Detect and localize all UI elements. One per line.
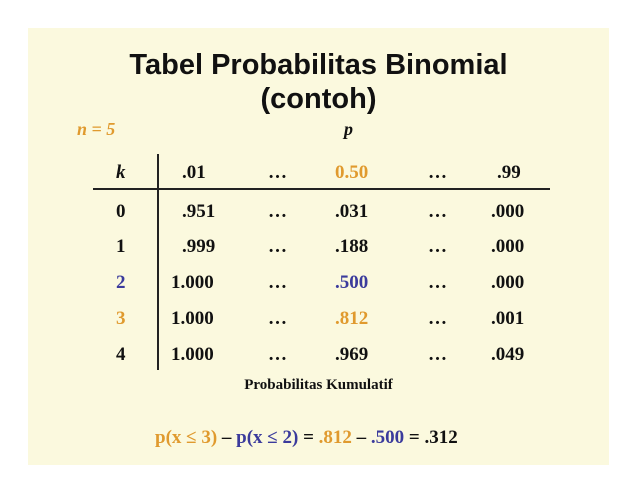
- row-4-col-99: .049: [491, 344, 525, 365]
- row-2-ellipsis-2: …: [428, 272, 447, 293]
- row-4-col-050: .969: [335, 344, 369, 365]
- formula-p-x-le-2: p(x ≤ 2): [236, 427, 299, 448]
- header-divider: [93, 188, 550, 190]
- row-0-ellipsis-1: …: [268, 201, 287, 222]
- row-1-col-99: .000: [491, 236, 525, 257]
- row-3-col-01: 1.000: [171, 308, 214, 329]
- formula-value-812: .812: [318, 427, 352, 448]
- row-0-col-01: .951: [182, 201, 216, 222]
- formula-result: = .312: [404, 427, 458, 448]
- row-1-col-050: .188: [335, 236, 369, 257]
- header-col-99: .99: [497, 162, 521, 183]
- row-4-ellipsis-1: …: [268, 344, 287, 365]
- header-col-050: 0.50: [335, 162, 369, 183]
- cumulative-formula: p(x ≤ 3) – p(x ≤ 2) = .812 – .500 = .312: [155, 427, 458, 449]
- table-caption: Probabilitas Kumulatif: [244, 377, 393, 393]
- row-1-ellipsis-1: …: [268, 236, 287, 257]
- row-2-col-050: .500: [335, 272, 369, 293]
- formula-equals-1: =: [298, 427, 319, 448]
- row-0-k: 0: [116, 201, 126, 222]
- row-1-col-01: .999: [182, 236, 216, 257]
- k-column-divider: [157, 154, 159, 370]
- row-2-ellipsis-1: …: [268, 272, 287, 293]
- row-0-ellipsis-2: …: [428, 201, 447, 222]
- p-label: p: [344, 119, 353, 139]
- slide: Tabel Probabilitas Binomial (contoh) n =…: [28, 28, 609, 465]
- formula-p-x-le-3: p(x ≤ 3): [155, 427, 218, 448]
- row-3-ellipsis-1: …: [268, 308, 287, 329]
- row-2-col-01: 1.000: [171, 272, 214, 293]
- row-4-k: 4: [116, 344, 126, 365]
- row-4-col-01: 1.000: [171, 344, 214, 365]
- header-k: k: [116, 162, 126, 183]
- formula-minus-2: –: [351, 427, 371, 448]
- row-2-col-99: .000: [491, 272, 525, 293]
- slide-title: Tabel Probabilitas Binomial (contoh): [28, 48, 609, 116]
- row-1-ellipsis-2: …: [428, 236, 447, 257]
- row-3-k: 3: [116, 308, 126, 329]
- row-0-col-99: .000: [491, 201, 525, 222]
- n-label: n = 5: [77, 119, 116, 139]
- row-0-col-050: .031: [335, 201, 369, 222]
- row-1-k: 1: [116, 236, 126, 257]
- header-ellipsis-2: …: [428, 162, 447, 183]
- row-2-k: 2: [116, 272, 126, 293]
- header-col-01: .01: [182, 162, 206, 183]
- title-line-2: (contoh): [260, 83, 377, 115]
- formula-minus-1: –: [217, 427, 237, 448]
- title-line-1: Tabel Probabilitas Binomial: [129, 49, 508, 81]
- formula-value-500: .500: [370, 427, 405, 448]
- row-3-ellipsis-2: …: [428, 308, 447, 329]
- row-3-col-050: .812: [335, 308, 369, 329]
- row-4-ellipsis-2: …: [428, 344, 447, 365]
- header-ellipsis-1: …: [268, 162, 287, 183]
- row-3-col-99: .001: [491, 308, 525, 329]
